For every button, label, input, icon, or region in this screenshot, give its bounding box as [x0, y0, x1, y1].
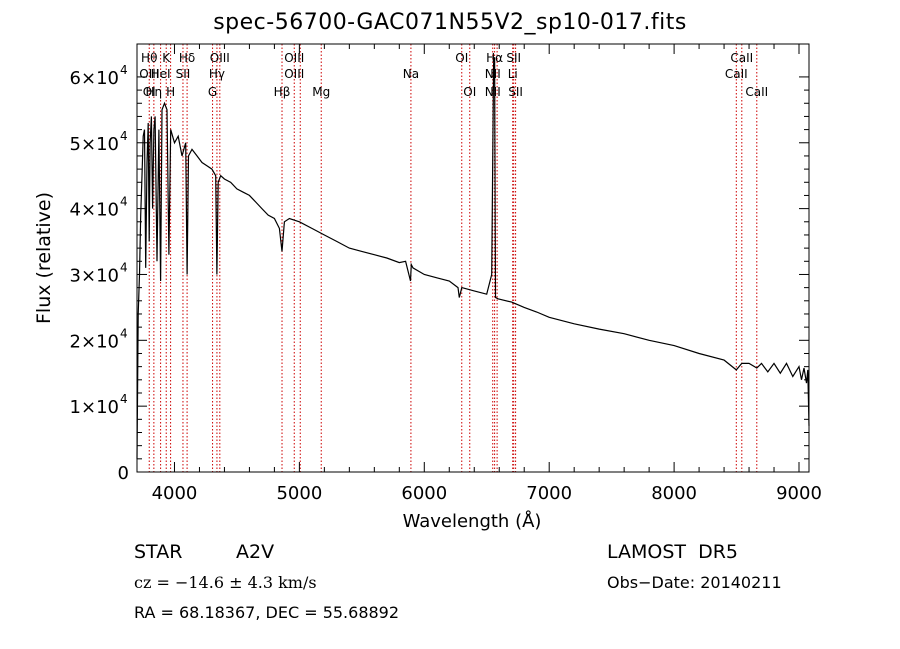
y-tick-label: 2×10: [70, 331, 119, 352]
line-label: OIII: [139, 67, 159, 81]
line-label: CaII: [725, 67, 748, 81]
observation-date: Obs−Date: 20140211: [607, 573, 782, 592]
survey-name: LAMOST DR5: [607, 541, 738, 563]
line-label: Hθ: [141, 51, 157, 65]
y-tick-label: 3×10: [70, 265, 119, 286]
x-axis-ticks: 4000 5000 6000 7000 8000 9000: [152, 44, 822, 504]
line-label: CaII: [745, 85, 768, 99]
line-label: OI: [143, 85, 156, 99]
line-label: OIII: [210, 51, 230, 65]
line-label: G: [208, 85, 217, 99]
line-label: Hα: [486, 51, 503, 65]
line-label: OI: [455, 51, 468, 65]
line-label: Hη: [146, 85, 163, 99]
x-tick-label: 9000: [776, 483, 822, 504]
y-tick-exponent: 4: [120, 63, 128, 77]
x-tick-label: 7000: [526, 483, 572, 504]
line-label: SII: [508, 85, 523, 99]
spectral-subclass: A2V: [236, 541, 275, 563]
line-label: Na: [403, 67, 419, 81]
x-tick-label: 8000: [651, 483, 697, 504]
redshift-cz: cz = −14.6 ± 4.3 km/s: [134, 573, 317, 592]
x-tick-label: 5000: [276, 483, 322, 504]
line-label: Hδ: [179, 51, 195, 65]
y-tick-label: 4×10: [70, 200, 119, 221]
line-label: Li: [508, 67, 518, 81]
y-tick-exponent: 4: [120, 392, 128, 406]
ra-dec: RA = 68.18367, DEC = 55.68892: [134, 603, 400, 622]
y-tick-exponent: 4: [120, 195, 128, 209]
y-tick-label: 1×10: [70, 397, 119, 418]
line-label: CaII: [730, 51, 753, 65]
y-tick-label: 0: [118, 463, 129, 484]
object-class: STAR: [134, 541, 183, 563]
x-tick-label: 4000: [152, 483, 198, 504]
line-label: OIII: [284, 67, 304, 81]
line-label: SII: [506, 51, 521, 65]
y-tick-exponent: 4: [120, 326, 128, 340]
line-label: SII: [176, 67, 191, 81]
line-label: NII: [485, 67, 501, 81]
x-tick-label: 6000: [401, 483, 447, 504]
line-label: Hγ: [209, 67, 225, 81]
y-axis-label: Flux (relative): [33, 192, 55, 324]
line-label: Hβ: [274, 85, 291, 99]
y-axis-ticks: 01×10 42×10 43×10 44×10 45×10 46×10 4: [70, 63, 809, 484]
line-label: K: [162, 51, 171, 65]
line-label: NII: [485, 85, 501, 99]
spectrum-line: [136, 57, 810, 459]
line-label: OIII: [284, 51, 304, 65]
chart-title: spec-56700-GAC071N55V2_sp10-017.fits: [213, 10, 687, 35]
line-label: H: [166, 85, 175, 99]
y-tick-label: 5×10: [70, 134, 119, 155]
x-axis-label: Wavelength (Å): [403, 510, 542, 532]
line-label: HeI: [151, 67, 171, 81]
y-tick-label: 6×10: [70, 68, 119, 89]
plot-frame: [136, 43, 810, 473]
line-label: Mg: [312, 85, 330, 99]
y-tick-exponent: 4: [120, 129, 128, 143]
line-label: OI: [463, 85, 476, 99]
y-tick-exponent: 4: [120, 260, 128, 274]
spectral-line-markers: [148, 44, 758, 472]
